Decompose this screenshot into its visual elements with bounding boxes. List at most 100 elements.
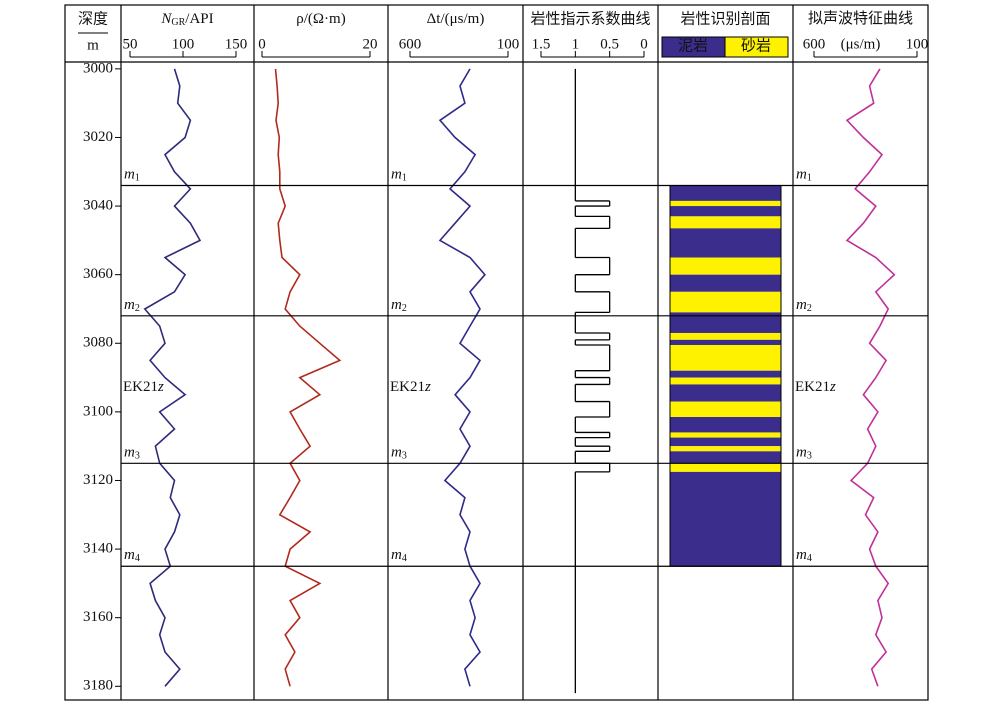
zone-sub: 3 — [135, 451, 140, 462]
legend-label: 泥岩 — [678, 37, 708, 54]
log-curve — [274, 68, 342, 687]
formation-label: EK21z — [390, 379, 431, 395]
depth-unit: m — [87, 37, 99, 53]
zone-sub: 2 — [807, 303, 812, 314]
zone-label: m4 — [124, 548, 140, 565]
y-tick-label: 3180 — [83, 678, 113, 694]
lithology-layer — [670, 401, 781, 418]
zone-name: m — [391, 167, 402, 183]
zone-label: m3 — [124, 445, 140, 462]
track-title: 岩性识别剖面 — [680, 10, 770, 27]
track-title: 岩性指示系数曲线 — [530, 10, 650, 27]
title-part: ρ/(Ω·m) — [296, 11, 345, 27]
y-tick-label: 3100 — [83, 403, 113, 419]
lithology-layer — [670, 471, 781, 567]
x-tick-label: 1.5 — [532, 36, 551, 52]
lithology-layer — [670, 463, 781, 472]
x-tick-label: 600 — [803, 36, 826, 52]
lithology-layer — [670, 437, 781, 447]
lithology-layer — [670, 377, 781, 385]
zone-name: m — [124, 548, 135, 564]
y-tick-label: 3000 — [83, 60, 113, 76]
legend-label: 砂岩 — [741, 37, 771, 54]
y-tick-label: 3040 — [83, 198, 113, 214]
zone-name: m — [124, 445, 135, 461]
zone-sub: 1 — [402, 173, 407, 184]
y-tick-label: 3120 — [83, 472, 113, 488]
title-part: /API — [185, 11, 213, 27]
zone-name: m — [124, 297, 135, 313]
x-tick-label: 100 — [497, 36, 520, 52]
lithology-layer — [670, 451, 781, 464]
zone-sub: 4 — [807, 554, 812, 565]
x-tick-label: 50 — [123, 36, 138, 52]
lithology-layer — [670, 446, 781, 452]
lithology-layer — [670, 228, 781, 258]
track-title: 拟声波特征曲线 — [808, 9, 913, 27]
unit-label: (μs/m) — [841, 36, 881, 52]
lithology-layer — [670, 257, 781, 275]
depth-title: 深度 — [78, 10, 108, 27]
y-tick-label: 3080 — [83, 335, 113, 351]
log-curve — [143, 68, 202, 687]
lithology-layer — [670, 312, 781, 333]
zone-label: m1 — [796, 167, 812, 184]
x-tick-label: 1 — [572, 36, 580, 52]
formation-label: EK21z — [795, 379, 836, 395]
y-tick-label: 3140 — [83, 541, 113, 557]
lithology-layer — [670, 200, 781, 207]
track-title: ρ/(Ω·m) — [296, 11, 345, 27]
lithology-layer — [670, 274, 781, 292]
formation-label: EK21z — [123, 379, 164, 395]
zone-name: m — [796, 167, 807, 183]
zone-label: m2 — [796, 297, 812, 314]
zone-sub: 4 — [402, 554, 407, 565]
zone-sub: 3 — [807, 451, 812, 462]
lithology-layer — [670, 332, 781, 340]
formation-suffix: z — [157, 379, 164, 395]
log-curve — [438, 68, 486, 687]
lithology-layer — [670, 432, 781, 438]
formation-suffix: z — [829, 379, 836, 395]
zone-label: m2 — [391, 297, 407, 314]
zone-sub: 3 — [402, 451, 407, 462]
lithology-layer — [670, 206, 781, 217]
lithology-layer — [670, 384, 781, 402]
x-tick-label: 0.5 — [600, 36, 619, 52]
formation-suffix: z — [424, 379, 431, 395]
zone-name: m — [796, 445, 807, 461]
x-tick-label: 150 — [225, 36, 248, 52]
zone-name: m — [796, 297, 807, 313]
title-part: 拟声波特征曲线 — [808, 9, 913, 27]
frame — [64, 4, 929, 701]
x-tick-label: 100 — [906, 36, 929, 52]
title-part: GR — [171, 17, 185, 28]
zone-label: m4 — [796, 548, 812, 565]
lithology-layer — [670, 216, 781, 229]
lithology-layer — [670, 185, 781, 201]
lithology-layer — [670, 344, 781, 371]
zone-name: m — [391, 548, 402, 564]
zone-label: m1 — [391, 167, 407, 184]
formation-name: EK21 — [390, 379, 425, 395]
lithology-layer — [670, 417, 781, 433]
legend-swatch — [724, 36, 789, 58]
zone-name: m — [391, 297, 402, 313]
y-tick-label: 3060 — [83, 266, 113, 282]
y-tick-label: 3160 — [83, 609, 113, 625]
title-part: N — [160, 11, 172, 27]
x-tick-label: 0 — [258, 36, 266, 52]
track-title: NGR/API — [160, 11, 213, 28]
zone-sub: 2 — [135, 303, 140, 314]
formation-name: EK21 — [795, 379, 830, 395]
zone-sub: 1 — [807, 173, 812, 184]
zone-label: m1 — [124, 167, 140, 184]
zone-label: m3 — [391, 445, 407, 462]
zone-name: m — [391, 445, 402, 461]
zone-name: m — [124, 167, 135, 183]
x-tick-label: 0 — [640, 36, 648, 52]
y-tick-label: 3020 — [83, 129, 113, 145]
log-curve — [845, 68, 896, 687]
lithology-layer — [670, 291, 781, 313]
